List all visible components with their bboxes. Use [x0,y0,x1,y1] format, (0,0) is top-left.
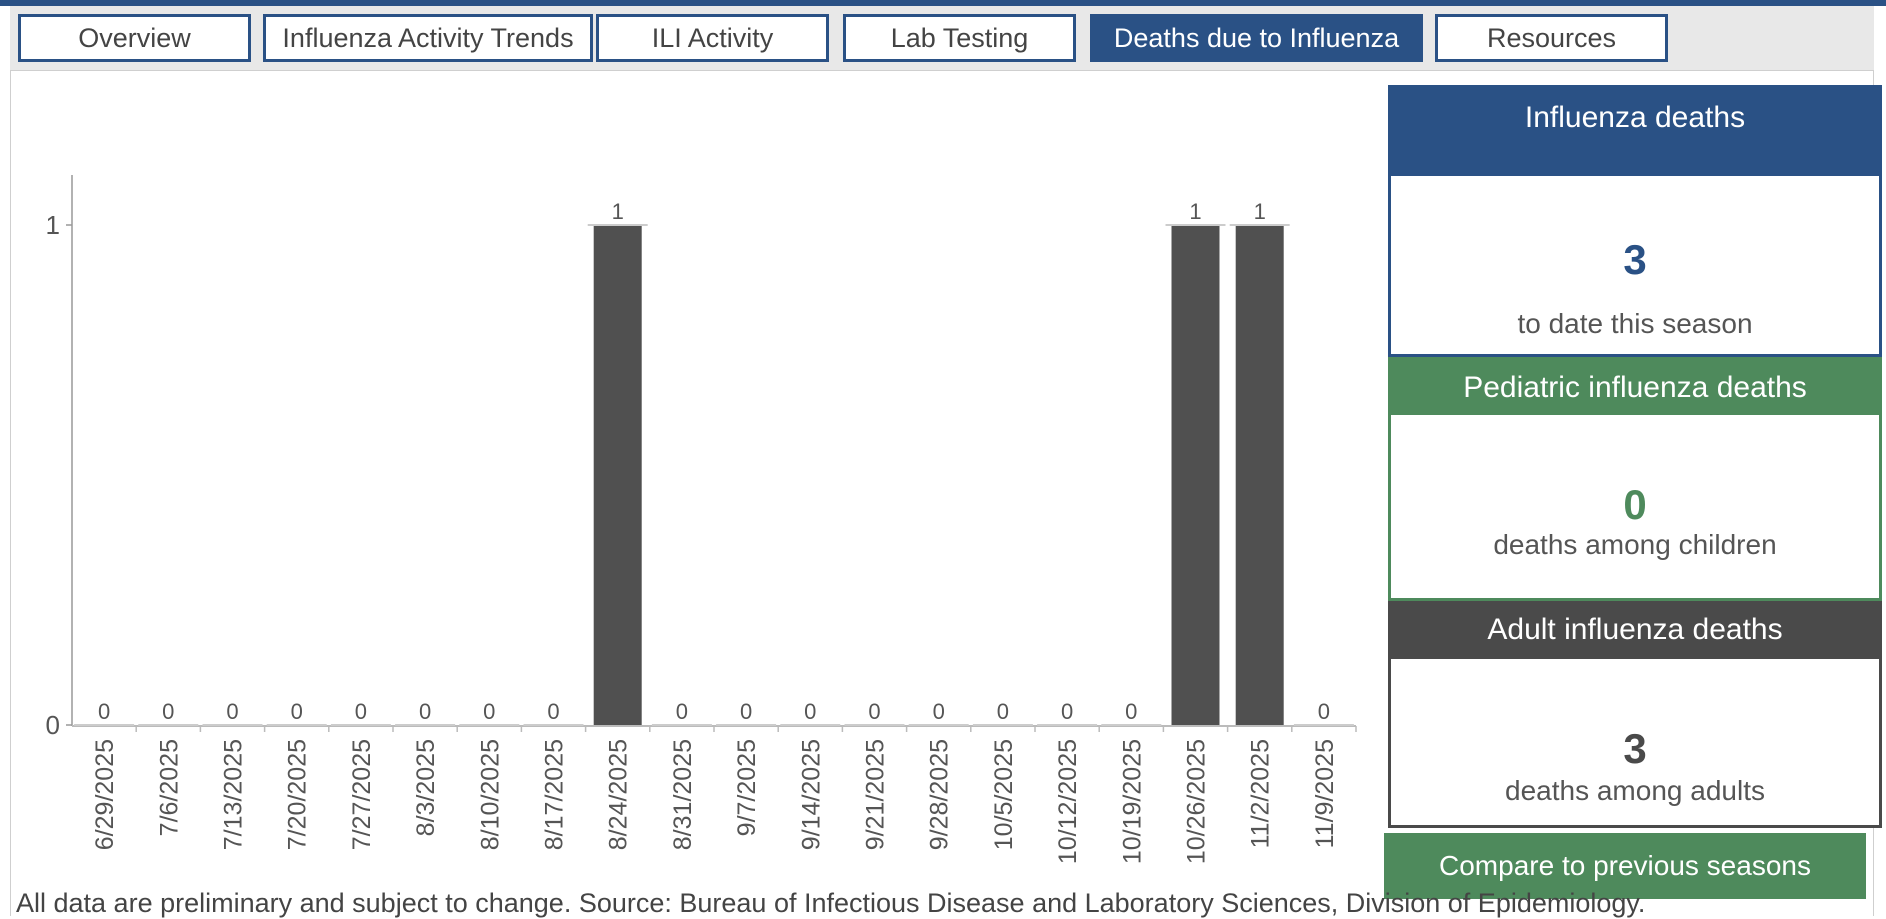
x-tick-label: 8/3/2025 [412,739,440,836]
x-tick-label: 9/14/2025 [797,739,825,850]
x-tick-label: 6/29/2025 [91,739,119,850]
data-label: 0 [1318,699,1330,724]
card-body: 3 to date this season [1391,176,1879,354]
footnote: All data are preliminary and subject to … [16,888,1646,918]
x-tick-label: 10/19/2025 [1118,739,1146,864]
x-tick-label: 10/26/2025 [1183,739,1211,864]
bar [593,225,642,725]
card-title: Adult influenza deaths [1391,604,1879,659]
x-tick-label: 7/13/2025 [220,739,248,850]
influenza-deaths-card: Influenza deaths 3 to date this season [1388,85,1882,357]
x-tick-label: 10/5/2025 [990,739,1018,850]
y-tick-label: 1 [46,210,60,240]
x-tick-label: 8/31/2025 [669,739,697,850]
pediatric-deaths-card: Pediatric influenza deaths 0 deaths amon… [1388,357,1882,601]
data-label: 0 [1061,699,1073,724]
data-label: 0 [98,699,110,724]
x-tick-label: 7/6/2025 [155,739,183,836]
data-label: 0 [740,699,752,724]
data-label: 0 [1125,699,1137,724]
tab-resources[interactable]: Resources [1435,14,1668,62]
adult-deaths-value: 3 [1623,725,1647,772]
data-label: 1 [1254,199,1266,224]
data-label: 0 [676,699,688,724]
data-label: 1 [1189,199,1201,224]
total-deaths-caption: to date this season [1517,308,1753,339]
data-label: 0 [419,699,431,724]
tab-influenza-activity-trends[interactable]: Influenza Activity Trends [263,14,593,62]
x-tick-label: 11/2/2025 [1247,739,1275,848]
adult-deaths-card: Adult influenza deaths 3 deaths among ad… [1388,601,1882,828]
data-label: 1 [612,199,624,224]
x-tick-label: 8/10/2025 [476,739,504,850]
x-tick-label: 9/21/2025 [862,739,890,850]
deaths-bar-chart: 0 1 0 6/29/2025 0 7/6/2025 0 7/13/2025 0 7/20/202… [46,175,1357,864]
x-tick-label: 11/9/2025 [1311,739,1339,848]
tab-ili-activity[interactable]: ILI Activity [596,14,829,62]
compare-seasons-button[interactable]: Compare to previous seasons [1384,833,1866,899]
tab-lab-testing[interactable]: Lab Testing [843,14,1076,62]
x-tick-label: 9/28/2025 [926,739,954,850]
card-title: Pediatric influenza deaths [1391,360,1879,415]
x-tick-label: 8/24/2025 [605,739,633,850]
x-tick-label: 9/7/2025 [733,739,761,836]
x-tick-label: 8/17/2025 [541,739,569,850]
top-accent-bar [0,0,1886,6]
pediatric-deaths-value: 0 [1623,481,1647,528]
x-tick-label: 10/12/2025 [1054,739,1082,864]
data-label: 0 [933,699,945,724]
data-label: 0 [547,699,559,724]
data-label: 0 [868,699,880,724]
tab-deaths-due-to-influenza[interactable]: Deaths due to Influenza [1090,14,1423,62]
bar [1171,225,1220,725]
data-label: 0 [355,699,367,724]
y-tick-label: 0 [46,710,60,740]
total-deaths-value: 3 [1623,236,1647,283]
adult-deaths-caption: deaths among adults [1505,775,1765,806]
data-label: 0 [483,699,495,724]
card-body: 3 deaths among adults [1391,659,1879,825]
card-title: Influenza deaths [1391,88,1879,176]
content-panel: 0 1 0 6/29/2025 0 7/6/2025 0 7/13/2025 0 7/20/202… [10,71,1882,916]
data-label: 0 [804,699,816,724]
data-label: 0 [291,699,303,724]
tab-overview[interactable]: Overview [18,14,251,62]
x-tick-label: 7/27/2025 [348,739,376,850]
data-label: 0 [997,699,1009,724]
tab-bar: Overview Influenza Activity Trends ILI A… [10,6,1874,71]
data-label: 0 [226,699,238,724]
bar [1235,225,1284,725]
card-body: 0 deaths among children [1391,415,1879,598]
pediatric-deaths-caption: deaths among children [1493,529,1777,560]
data-label: 0 [162,699,174,724]
x-tick-label: 7/20/2025 [284,739,312,850]
